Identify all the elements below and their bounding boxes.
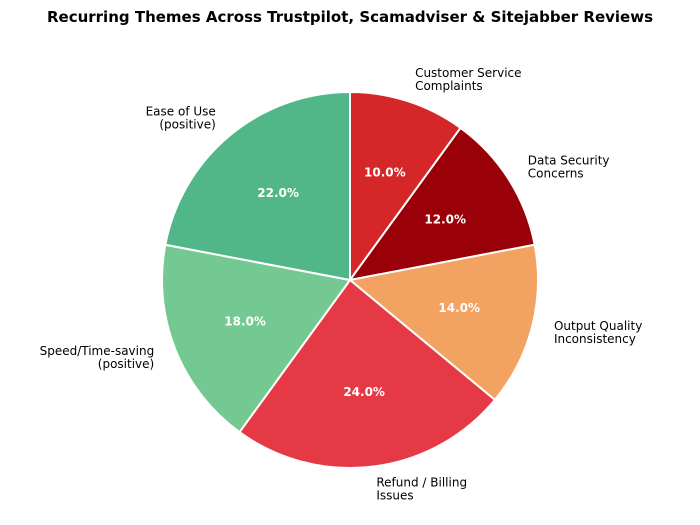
slice-percentage-label: 22.0% bbox=[257, 186, 299, 200]
slice-category-label: Refund / Billing Issues bbox=[376, 475, 467, 502]
pie-slice bbox=[238, 278, 497, 469]
pie-slices bbox=[161, 90, 539, 469]
slice-percentage-label: 18.0% bbox=[224, 315, 266, 329]
slice-category-label: Output Quality Inconsistency bbox=[554, 319, 642, 346]
slice-category-label: Ease of Use (positive) bbox=[146, 104, 216, 131]
slice-percentage-label: 10.0% bbox=[364, 166, 406, 180]
slice-percentage-label: 12.0% bbox=[424, 213, 466, 227]
pie-slice bbox=[164, 90, 351, 282]
pie-slice bbox=[347, 126, 536, 282]
pie-slice bbox=[161, 243, 352, 434]
chart-title: Recurring Themes Across Trustpilot, Scam… bbox=[47, 8, 653, 26]
slice-percentage-label: 24.0% bbox=[343, 385, 385, 399]
slice-category-label: Speed/Time-saving (positive) bbox=[40, 344, 155, 371]
pie-slice bbox=[347, 243, 539, 402]
category-labels: Customer Service Complaints Data Security C… bbox=[40, 66, 643, 502]
percentage-labels: 10.0% 12.0% 14.0% 24.0% 18.0% 22.0% bbox=[224, 166, 480, 399]
slice-category-label: Customer Service Complaints bbox=[415, 66, 521, 93]
slice-percentage-label: 14.0% bbox=[438, 301, 480, 315]
slice-category-label: Data Security Concerns bbox=[528, 154, 610, 181]
pie-slice bbox=[349, 90, 462, 284]
